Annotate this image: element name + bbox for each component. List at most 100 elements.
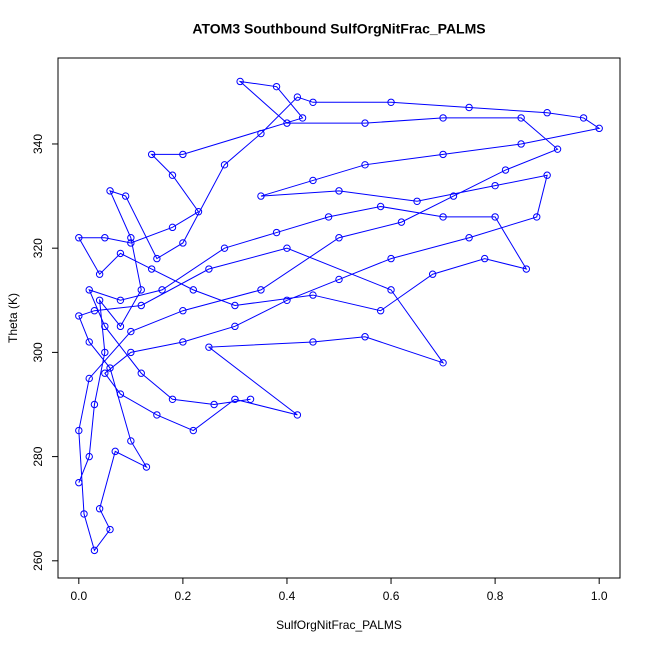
data-point	[298, 114, 307, 122]
data-point	[517, 140, 525, 148]
data-point	[90, 307, 99, 315]
data-point	[85, 452, 93, 461]
data-point	[80, 510, 88, 518]
data-point	[101, 369, 109, 377]
data-point	[127, 239, 135, 247]
data-point	[361, 119, 369, 127]
data-point	[387, 254, 395, 263]
data-point	[179, 239, 187, 247]
data-point	[111, 447, 119, 456]
data-point	[579, 114, 588, 122]
data-point	[517, 114, 525, 122]
data-point	[75, 312, 83, 320]
data-point	[75, 426, 83, 435]
data-point	[543, 109, 551, 117]
data-point	[179, 150, 187, 159]
data-point	[220, 244, 229, 252]
data-point	[257, 192, 265, 200]
data-point	[361, 161, 369, 169]
data-point	[257, 129, 265, 138]
data-point	[95, 505, 104, 513]
data-point	[231, 301, 239, 310]
x-tick-label: 0.6	[383, 589, 400, 603]
data-point	[85, 338, 93, 346]
data-point	[127, 234, 135, 242]
data-point	[283, 119, 291, 127]
data-point	[491, 181, 499, 190]
data-point	[168, 223, 177, 232]
data-point	[387, 98, 395, 106]
data-point	[116, 322, 125, 331]
data-point	[335, 275, 343, 284]
y-axis-label: Theta (K)	[6, 293, 20, 343]
data-point	[106, 364, 114, 372]
y-tick-label: 320	[31, 238, 45, 258]
data-point	[236, 77, 244, 86]
data-line	[77, 80, 601, 552]
y-tick-label: 260	[31, 550, 45, 570]
data-point	[533, 213, 541, 221]
data-point	[121, 192, 130, 200]
data-point	[309, 338, 317, 346]
data-point	[465, 103, 473, 112]
data-point	[147, 150, 156, 159]
data-point	[168, 395, 177, 403]
data-point	[465, 234, 473, 242]
data-point	[283, 244, 291, 252]
data-point	[413, 197, 421, 205]
data-point	[194, 208, 203, 216]
data-point	[90, 400, 99, 409]
data-point	[90, 546, 99, 555]
data-point	[220, 161, 229, 169]
data-point	[231, 395, 239, 403]
data-point	[153, 254, 161, 263]
data-point	[439, 150, 447, 159]
data-point	[116, 390, 125, 398]
y-tick-label: 340	[31, 134, 45, 154]
data-point	[116, 296, 125, 304]
data-point	[397, 218, 406, 226]
plot-frame	[57, 57, 621, 579]
data-point	[106, 525, 114, 534]
data-point	[142, 463, 151, 471]
data-point	[522, 265, 531, 273]
data-point	[95, 296, 104, 304]
data-point	[75, 234, 83, 242]
data-point	[309, 98, 317, 106]
data-point	[137, 301, 145, 310]
data-point	[481, 254, 489, 263]
data-point	[376, 307, 385, 315]
data-point	[101, 234, 109, 242]
data-point	[205, 265, 213, 273]
data-point	[335, 234, 343, 242]
data-point	[168, 171, 177, 179]
data-point	[189, 286, 197, 294]
data-point	[439, 359, 447, 367]
data-point	[272, 228, 281, 237]
data-point	[127, 327, 135, 336]
data-point	[387, 286, 395, 294]
data-point	[101, 348, 109, 357]
data-point	[335, 187, 343, 195]
data-point	[158, 286, 166, 294]
data-point	[210, 400, 218, 409]
data-point	[491, 213, 499, 221]
data-point	[439, 213, 447, 221]
y-tick-label: 300	[31, 342, 45, 362]
data-point	[449, 192, 458, 200]
data-point	[324, 213, 333, 221]
data-point	[127, 437, 135, 445]
data-point	[101, 322, 109, 331]
y-tick-label: 280	[31, 446, 45, 466]
data-point	[293, 93, 302, 101]
data-point	[85, 374, 93, 383]
data-point	[106, 187, 114, 195]
data-point	[75, 478, 83, 487]
data-point	[553, 145, 562, 153]
x-tick-label: 0.4	[279, 589, 296, 603]
x-axis-label: SulfOrgNitFrac_PALMS	[276, 618, 402, 632]
data-point	[272, 82, 281, 91]
data-point	[179, 338, 187, 346]
data-point	[309, 176, 317, 185]
